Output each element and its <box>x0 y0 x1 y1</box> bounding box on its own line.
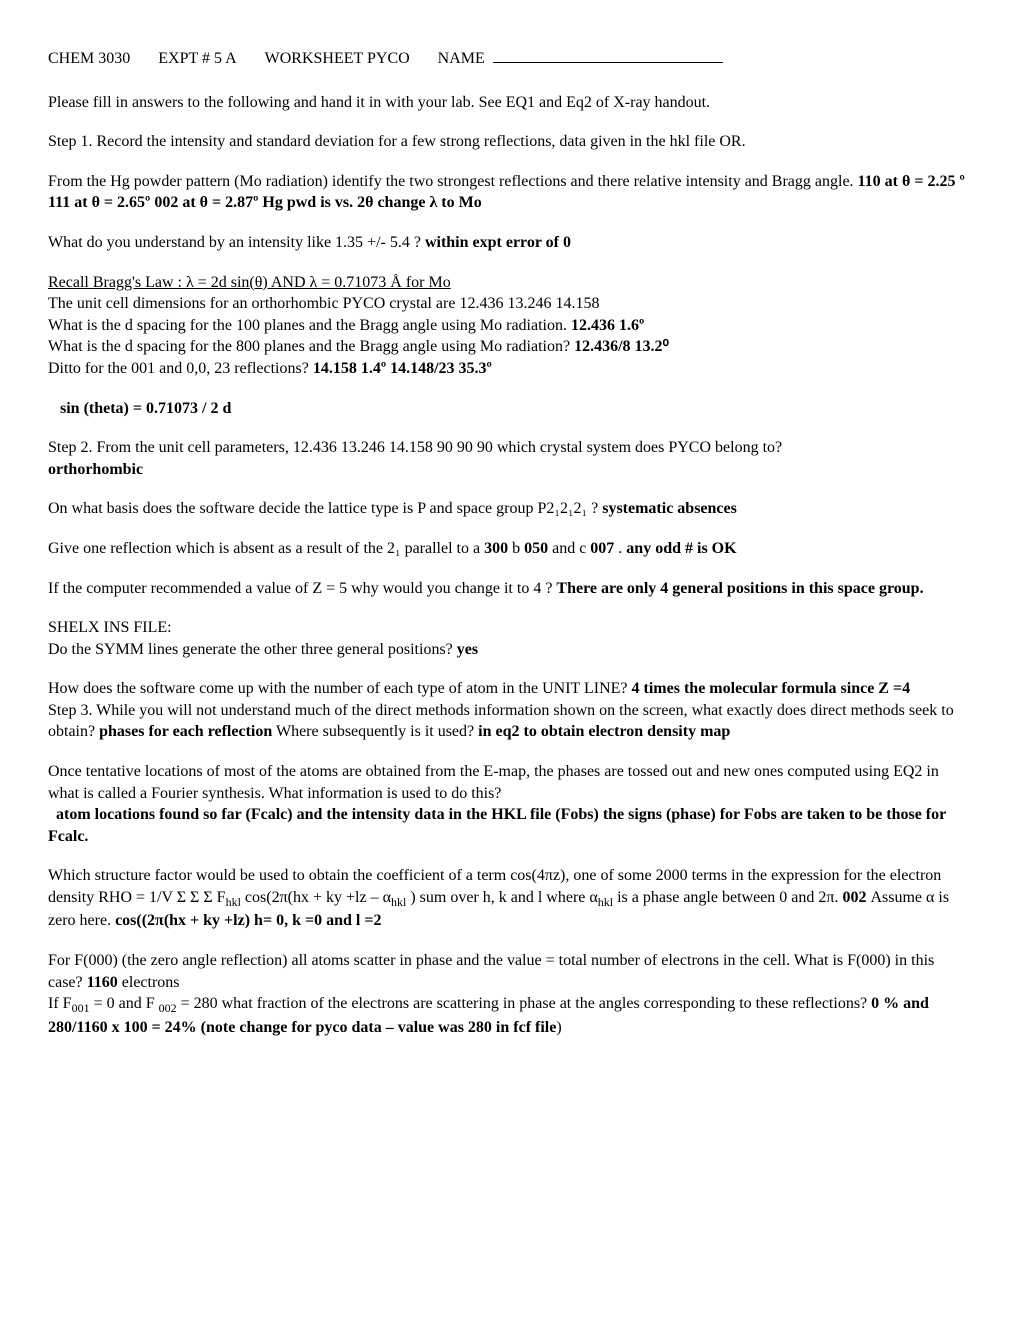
shelx-title: SHELX INS FILE: <box>48 617 972 639</box>
step1-hg-pattern: From the Hg powder pattern (Mo radiation… <box>48 171 972 214</box>
step1-intensity-q: What do you understand by an intensity l… <box>48 232 972 254</box>
sin-theta-formula: sin (theta) = 0.71073 / 2 d <box>60 398 972 420</box>
bragg-block: Recall Bragg's Law : λ = 2d sin(θ) AND λ… <box>48 272 972 380</box>
step2-answer-absences: systematic absences <box>602 500 737 517</box>
fraction-q: If F001 = 0 and F 002 = 280 what fractio… <box>48 993 972 1038</box>
step1-answer-intensity: within expt error of 0 <box>425 234 571 251</box>
step2-q3: Give one reflection which is absent as a… <box>48 538 972 560</box>
step2-q2: On what basis does the software decide t… <box>48 498 972 520</box>
worksheet-header: CHEM 3030 EXPT # 5 A WORKSHEET PYCO NAME <box>48 48 972 70</box>
step1-instruction: Step 1. Record the intensity and standar… <box>48 131 972 153</box>
name-field: NAME <box>438 48 723 70</box>
bragg-q3: Ditto for the 001 and 0,0, 23 reflection… <box>48 358 972 380</box>
worksheet-title: WORKSHEET PYCO <box>265 48 410 70</box>
fourier-answer: atom locations found so far (Fcalc) and … <box>48 804 972 847</box>
shelx-q2-step3: How does the software come up with the n… <box>48 678 972 743</box>
f000-block: For F(000) (the zero angle reflection) a… <box>48 950 972 1038</box>
bragg-q1: What is the d spacing for the 100 planes… <box>48 315 972 337</box>
course-code: CHEM 3030 <box>48 48 130 70</box>
shelx-q2: How does the software come up with the n… <box>48 678 972 700</box>
bragg-q2: What is the d spacing for the 800 planes… <box>48 336 972 358</box>
fourier-q: Once tentative locations of most of the … <box>48 761 972 804</box>
step2-answer-system: orthorhombic <box>48 461 143 478</box>
step2-answer-z: There are only 4 general positions in th… <box>556 580 923 597</box>
step3-line: Step 3. While you will not understand mu… <box>48 700 972 743</box>
f000-q: For F(000) (the zero angle reflection) a… <box>48 950 972 993</box>
shelx-block: SHELX INS FILE: Do the SYMM lines genera… <box>48 617 972 660</box>
unit-cell-dims: The unit cell dimensions for an orthorho… <box>48 293 972 315</box>
intro-text: Please fill in answers to the following … <box>48 92 972 114</box>
step2-q1: Step 2. From the unit cell parameters, 1… <box>48 437 972 480</box>
experiment-number: EXPT # 5 A <box>158 48 236 70</box>
name-blank-line <box>493 62 723 63</box>
bragg-law: Recall Bragg's Law : λ = 2d sin(θ) AND λ… <box>48 272 972 294</box>
shelx-q1: Do the SYMM lines generate the other thr… <box>48 639 972 661</box>
step2-q4: If the computer recommended a value of Z… <box>48 578 972 600</box>
fourier-block: Once tentative locations of most of the … <box>48 761 972 847</box>
structure-factor-q: Which structure factor would be used to … <box>48 865 972 932</box>
